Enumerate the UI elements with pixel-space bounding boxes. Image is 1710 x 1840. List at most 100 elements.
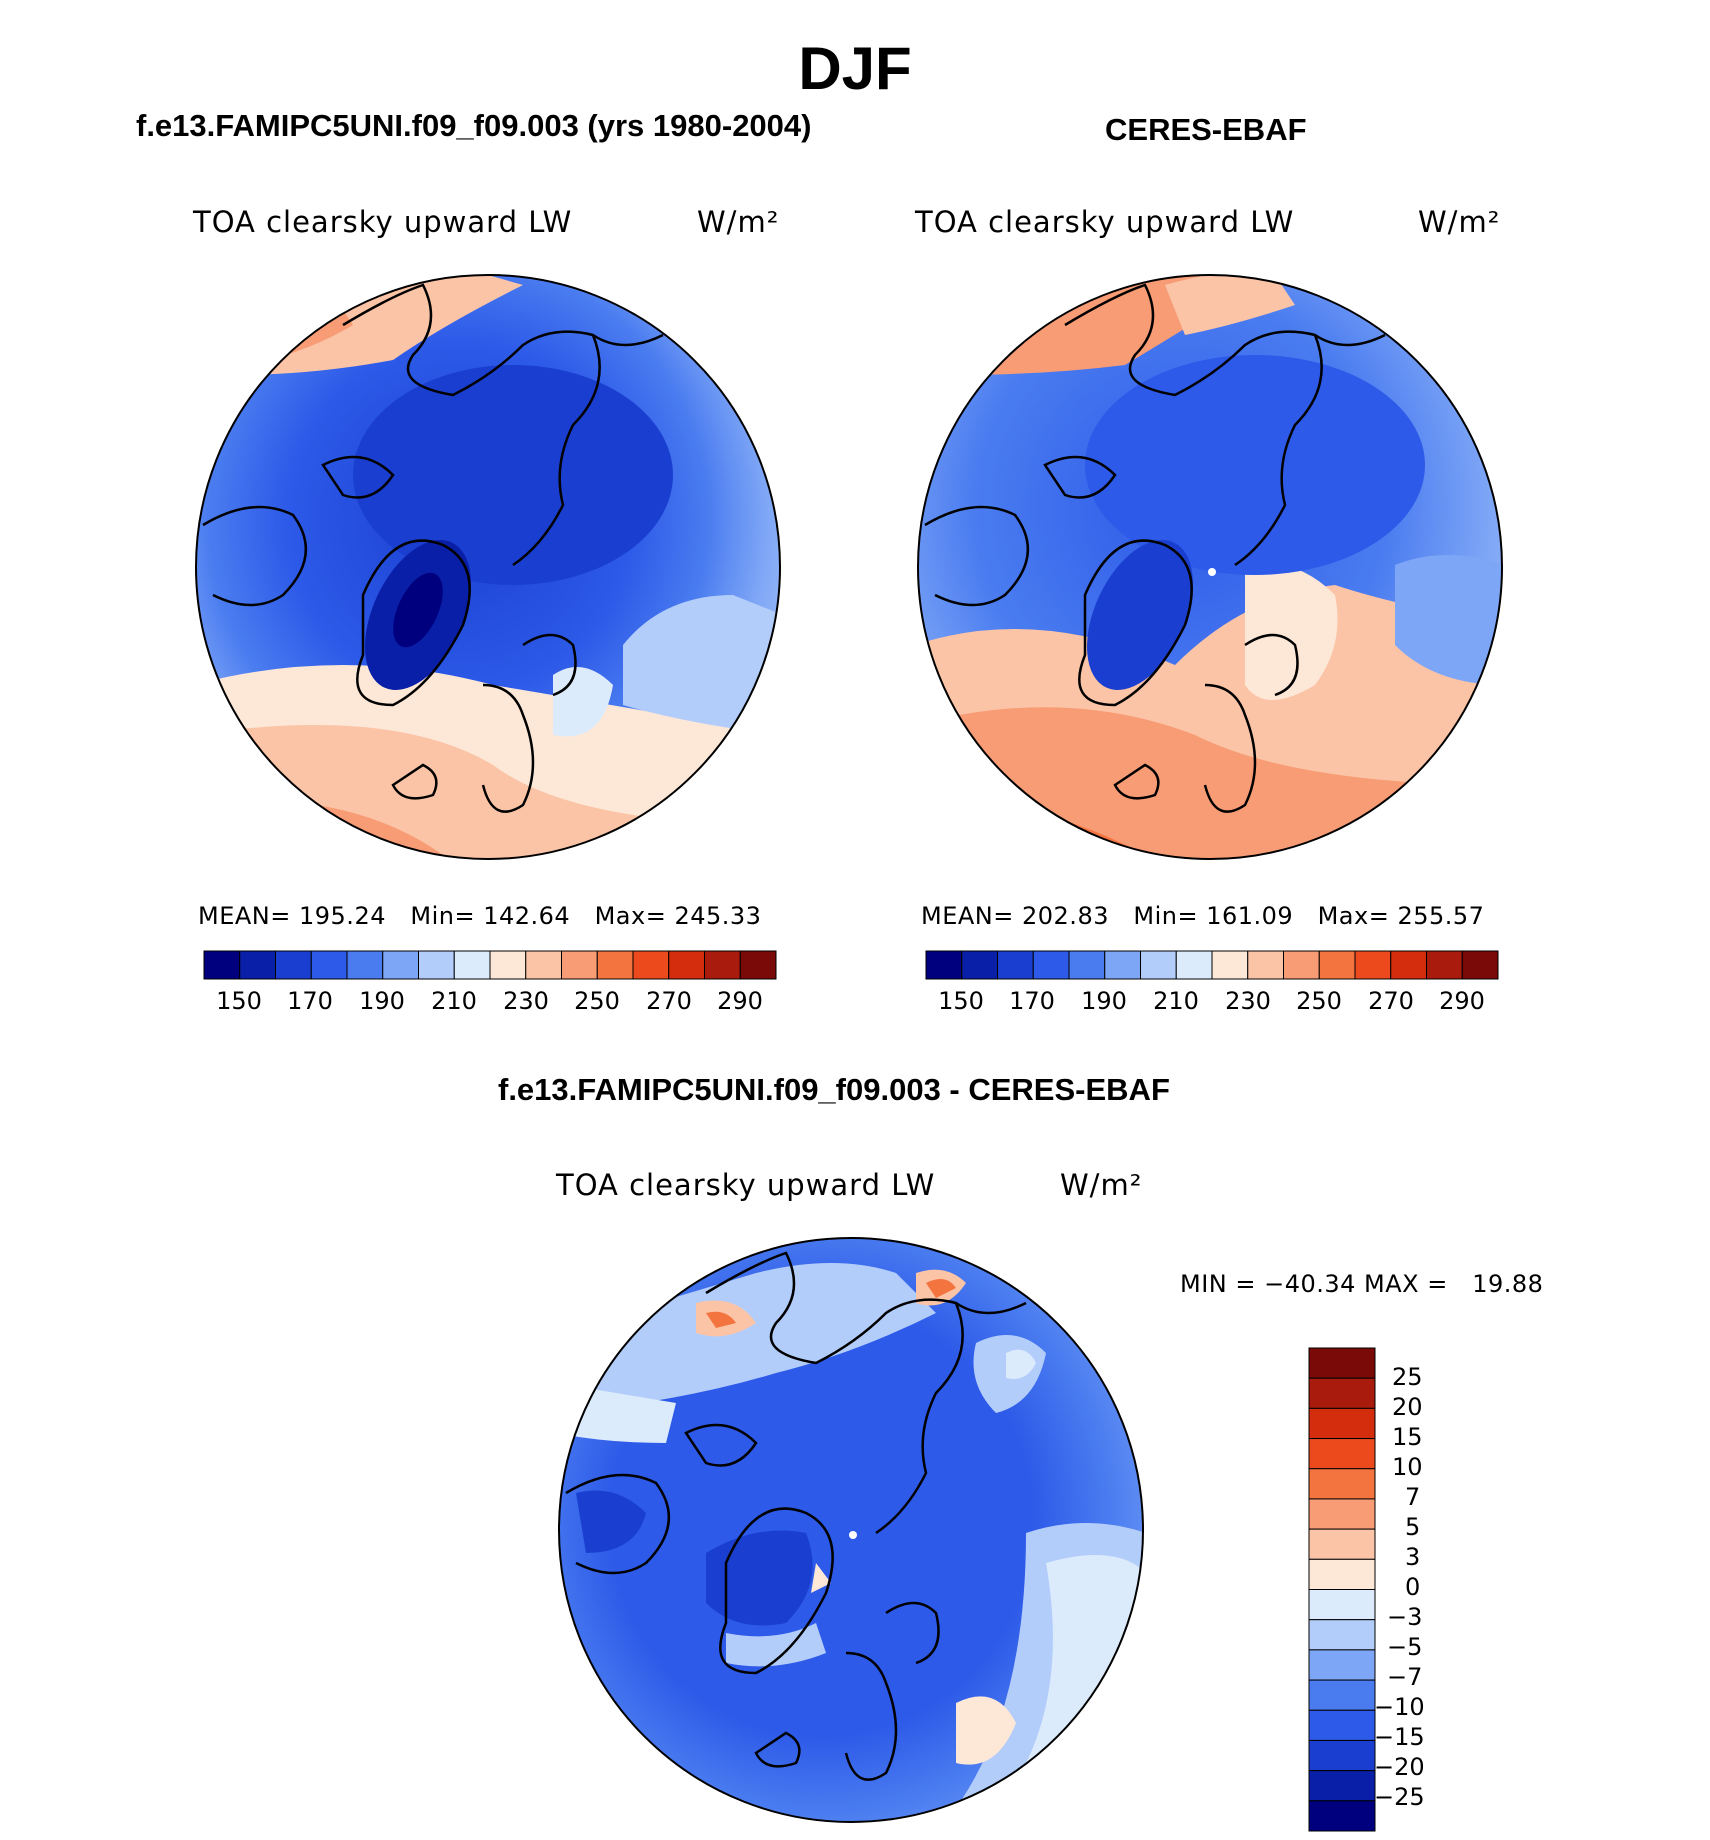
cb1-tick: 230: [503, 987, 549, 1015]
colorbar-swatch: [1308, 1347, 1376, 1379]
colorbar-swatch: [1308, 1528, 1376, 1560]
colorbar-swatch: [1308, 1619, 1376, 1651]
colorbar-swatch: [525, 950, 562, 980]
colorbar-swatch: [382, 950, 419, 980]
cb2-tick: 290: [1439, 987, 1485, 1015]
cb3-tick: 15: [1392, 1423, 1423, 1451]
colorbar-swatch: [1308, 1709, 1376, 1741]
panel1-colorbar-ticks: 150 170 190 210 230 250 270 290: [203, 987, 777, 1017]
panel2-variable-label: TOA clearsky upward LW: [915, 205, 1295, 239]
colorbar-swatch: [1283, 950, 1320, 980]
colorbar-swatch: [704, 950, 741, 980]
colorbar-swatch: [739, 950, 777, 980]
colorbar-swatch: [1308, 1770, 1376, 1802]
colorbar-swatch: [1247, 950, 1284, 980]
cb2-tick: 170: [1009, 987, 1055, 1015]
colorbar-swatch: [1308, 1498, 1376, 1530]
panel1-units-label: W/m²: [697, 205, 780, 239]
colorbar-swatch: [489, 950, 527, 980]
colorbar-swatch: [997, 950, 1034, 980]
panel2-title: CERES-EBAF: [1105, 112, 1307, 147]
cb3-tick: 0: [1405, 1573, 1421, 1601]
panel3-colorbar-ticks: 25 20 15 10 7 5 3 0 −3 −5 −7 −10 −15 −20…: [1374, 1347, 1487, 1832]
colorbar-swatch: [668, 950, 705, 980]
colorbar-swatch: [1308, 1589, 1376, 1621]
colorbar-swatch: [1068, 950, 1106, 980]
colorbar-swatch: [346, 950, 384, 980]
cb1-tick: 270: [646, 987, 692, 1015]
cb3-tick: −20: [1374, 1753, 1425, 1781]
cb2-tick: 210: [1153, 987, 1199, 1015]
colorbar-swatch: [1308, 1407, 1376, 1440]
panel3-colorbar: [1308, 1347, 1376, 1832]
colorbar-swatch: [203, 950, 241, 980]
cb3-tick: −15: [1374, 1723, 1425, 1751]
colorbar-swatch: [561, 950, 598, 980]
colorbar-swatch: [418, 950, 455, 980]
cb3-tick: 3: [1405, 1543, 1421, 1571]
colorbar-swatch: [453, 950, 491, 980]
cb2-tick: 150: [938, 987, 984, 1015]
panel1-variable-label: TOA clearsky upward LW: [193, 205, 573, 239]
colorbar-swatch: [1308, 1739, 1376, 1772]
cb3-tick: 25: [1392, 1363, 1423, 1391]
panel2-stats: MEAN= 202.83 Min= 161.09 Max= 255.57: [921, 902, 1485, 930]
figure-title: DJF: [798, 35, 912, 102]
colorbar-swatch: [1308, 1800, 1376, 1832]
colorbar-swatch: [310, 950, 348, 980]
cb3-tick: −25: [1374, 1783, 1425, 1811]
cb3-tick: −10: [1374, 1693, 1425, 1721]
colorbar-swatch: [1318, 950, 1356, 980]
colorbar-swatch: [632, 950, 670, 980]
colorbar-swatch: [961, 950, 998, 980]
colorbar-swatch: [1104, 950, 1141, 980]
cb1-tick: 170: [287, 987, 333, 1015]
colorbar-swatch: [1461, 950, 1499, 980]
panel3-variable-label: TOA clearsky upward LW: [556, 1168, 936, 1202]
cb3-tick: 20: [1392, 1393, 1423, 1421]
panel2-colorbar-ticks: 150 170 190 210 230 250 270 290: [925, 987, 1499, 1017]
colorbar-swatch: [1211, 950, 1249, 980]
colorbar-swatch: [275, 950, 312, 980]
colorbar-swatch: [1175, 950, 1213, 980]
cb3-tick: −3: [1387, 1603, 1423, 1631]
cb1-tick: 250: [574, 987, 620, 1015]
cb3-tick: 7: [1405, 1483, 1421, 1511]
cb2-tick: 190: [1081, 987, 1127, 1015]
colorbar-swatch: [1308, 1679, 1376, 1711]
cb1-tick: 150: [216, 987, 262, 1015]
colorbar-swatch: [1140, 950, 1177, 980]
cb3-tick: −7: [1387, 1663, 1423, 1691]
cb3-tick: 10: [1392, 1453, 1423, 1481]
colorbar-swatch: [1308, 1438, 1376, 1470]
panel1-title: f.e13.FAMIPC5UNI.f09_f09.003 (yrs 1980-2…: [136, 108, 812, 143]
cb3-tick: 5: [1405, 1513, 1421, 1541]
panel1-polar-map: [195, 274, 781, 860]
colorbar-swatch: [1032, 950, 1070, 980]
cb2-tick: 250: [1296, 987, 1342, 1015]
cb2-tick: 230: [1225, 987, 1271, 1015]
colorbar-swatch: [239, 950, 276, 980]
cb1-tick: 190: [359, 987, 405, 1015]
colorbar-swatch: [1354, 950, 1392, 980]
cb1-tick: 210: [431, 987, 477, 1015]
colorbar-swatch: [1390, 950, 1427, 980]
panel3-title: f.e13.FAMIPC5UNI.f09_f09.003 - CERES-EBA…: [498, 1072, 1170, 1107]
cb3-tick: −5: [1387, 1633, 1423, 1661]
panel2-colorbar: [925, 950, 1499, 980]
cb1-tick: 290: [717, 987, 763, 1015]
colorbar-swatch: [1426, 950, 1463, 980]
colorbar-swatch: [1308, 1377, 1376, 1409]
colorbar-swatch: [925, 950, 963, 980]
colorbar-swatch: [1308, 1558, 1376, 1590]
panel3-polar-map: [558, 1237, 1144, 1823]
cb2-tick: 270: [1368, 987, 1414, 1015]
colorbar-swatch: [596, 950, 634, 980]
panel2-polar-map: [917, 274, 1503, 860]
panel2-units-label: W/m²: [1418, 205, 1501, 239]
colorbar-swatch: [1308, 1468, 1376, 1500]
panel3-units-label: W/m²: [1060, 1168, 1143, 1202]
panel1-colorbar: [203, 950, 777, 980]
panel1-stats: MEAN= 195.24 Min= 142.64 Max= 245.33: [198, 902, 762, 930]
colorbar-swatch: [1308, 1649, 1376, 1681]
